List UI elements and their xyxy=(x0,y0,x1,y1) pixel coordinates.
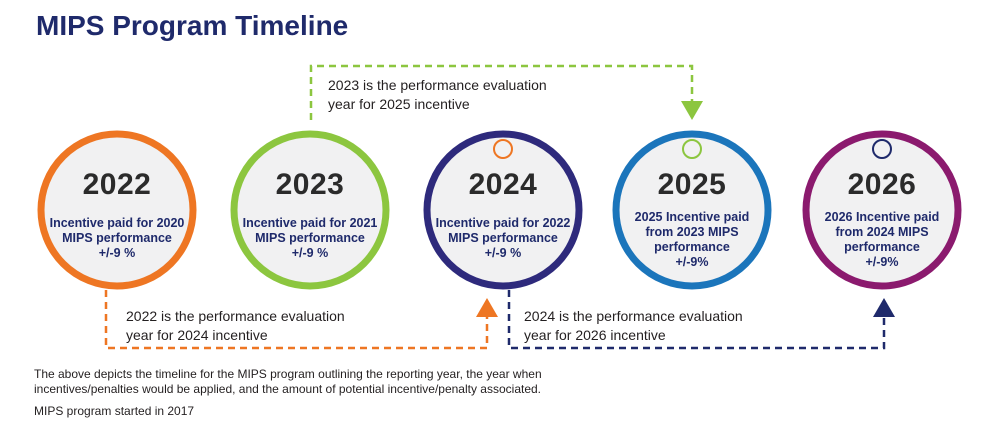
desc-line: MIPS performance xyxy=(448,231,558,245)
circle-ring xyxy=(230,130,390,290)
footer-line: The above depicts the timeline for the M… xyxy=(34,367,542,381)
marker-ring-icon xyxy=(872,139,892,159)
callout-top: 2023 is the performance evaluation year … xyxy=(328,76,547,114)
desc-line: performance xyxy=(844,240,920,254)
desc-line: Incentive paid for 2021 xyxy=(242,216,378,230)
desc-line: performance xyxy=(654,240,730,254)
bottom-left-dashed-line xyxy=(104,290,489,350)
desc-line: +/-9 % xyxy=(291,246,329,260)
desc-line: +/-9 % xyxy=(484,246,522,260)
circle-2023: 2023 Incentive paid for 2021 MIPS perfor… xyxy=(235,168,385,261)
circle-description: 2025 Incentive paid from 2023 MIPS perfo… xyxy=(617,210,767,270)
desc-line: MIPS performance xyxy=(62,231,172,245)
top-connector xyxy=(309,64,703,120)
circle-ring xyxy=(423,130,583,290)
desc-line: from 2023 MIPS xyxy=(645,225,739,239)
circle-2024-shape xyxy=(423,130,583,290)
circle-ring xyxy=(37,130,197,290)
top-dashed-line xyxy=(309,64,694,120)
desc-line: +/-9% xyxy=(865,255,899,269)
callout-line: year for 2026 incentive xyxy=(524,327,666,343)
circle-2024: 2024 Incentive paid for 2022 MIPS perfor… xyxy=(428,168,578,261)
arrow-down-icon xyxy=(681,101,703,120)
desc-line: from 2024 MIPS xyxy=(835,225,929,239)
circle-description: Incentive paid for 2020 MIPS performance… xyxy=(42,216,192,261)
bottom-right-dashed-line xyxy=(507,290,886,350)
desc-line: Incentive paid for 2020 xyxy=(49,216,185,230)
arrow-up-icon xyxy=(476,298,498,317)
circle-description: Incentive paid for 2021 MIPS performance… xyxy=(235,216,385,261)
circle-year: 2026 xyxy=(847,168,917,201)
circle-ring xyxy=(612,130,772,290)
page-title: MIPS Program Timeline xyxy=(36,10,349,41)
circle-year: 2023 xyxy=(275,168,345,201)
footer-description: The above depicts the timeline for the M… xyxy=(34,367,542,397)
footer-line: incentives/penalties would be applied, a… xyxy=(34,382,542,396)
marker-ring-icon xyxy=(493,139,513,159)
callout-line: year for 2025 incentive xyxy=(328,96,470,112)
circle-year: 2024 xyxy=(468,168,538,201)
footer-start-note: MIPS program started in 2017 xyxy=(34,404,195,418)
circle-2022: 2022 Incentive paid for 2020 MIPS perfor… xyxy=(42,168,192,261)
circle-2025-shape xyxy=(612,130,772,290)
desc-line: 2026 Incentive paid xyxy=(824,210,940,224)
callout-line: year for 2024 incentive xyxy=(126,327,268,343)
callout-line: 2023 is the performance evaluation xyxy=(328,77,547,93)
marker-ring-icon xyxy=(682,139,702,159)
circle-ring xyxy=(802,130,962,290)
circle-2026-shape xyxy=(802,130,962,290)
callout-bottom-right: 2024 is the performance evaluation year … xyxy=(524,307,743,345)
desc-line: 2025 Incentive paid xyxy=(634,210,750,224)
circle-2025: 2025 2025 Incentive paid from 2023 MIPS … xyxy=(617,168,767,270)
circle-year: 2025 xyxy=(657,168,727,201)
desc-line: +/-9 % xyxy=(98,246,136,260)
desc-line: Incentive paid for 2022 xyxy=(435,216,571,230)
circle-year: 2022 xyxy=(82,168,152,201)
circle-description: Incentive paid for 2022 MIPS performance… xyxy=(428,216,578,261)
circle-2023-shape xyxy=(230,130,390,290)
callout-line: 2024 is the performance evaluation xyxy=(524,308,743,324)
arrow-up-icon xyxy=(873,298,895,317)
desc-line: +/-9% xyxy=(675,255,709,269)
bottom-left-connector xyxy=(104,290,498,350)
circle-2022-shape xyxy=(37,130,197,290)
callout-bottom-left: 2022 is the performance evaluation year … xyxy=(126,307,345,345)
bottom-right-connector xyxy=(507,290,895,350)
desc-line: MIPS performance xyxy=(255,231,365,245)
callout-line: 2022 is the performance evaluation xyxy=(126,308,345,324)
circle-description: 2026 Incentive paid from 2024 MIPS perfo… xyxy=(807,210,957,270)
circle-2026: 2026 2026 Incentive paid from 2024 MIPS … xyxy=(807,168,957,270)
